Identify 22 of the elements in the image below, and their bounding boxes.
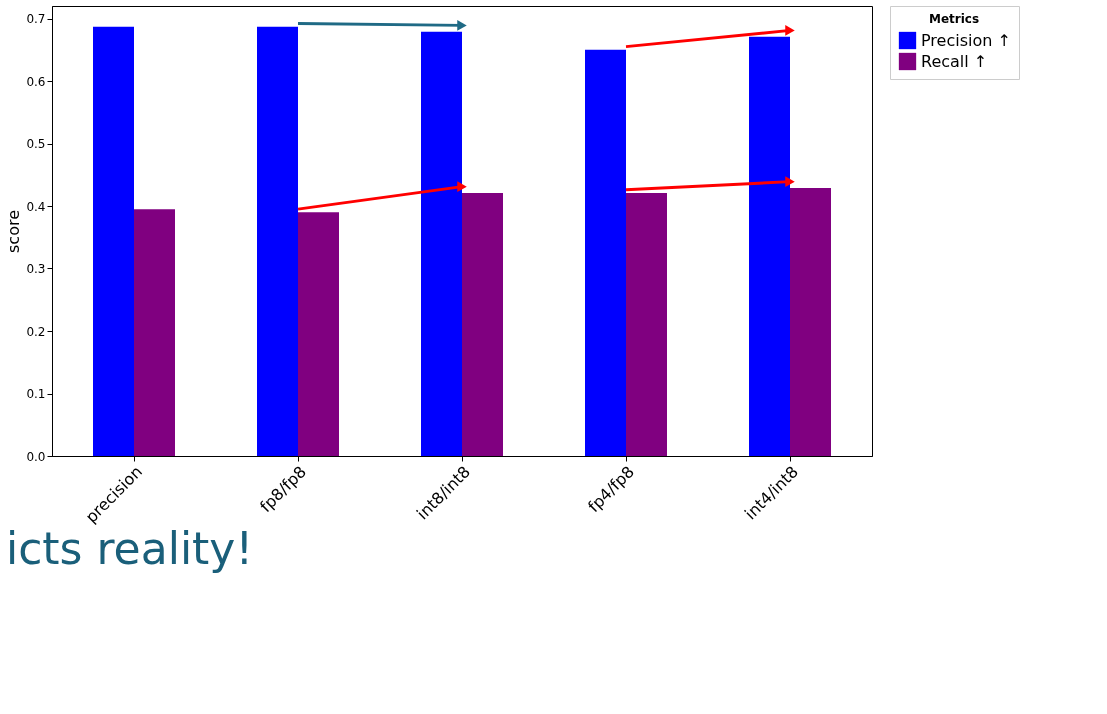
legend-title: Metrics [928, 12, 980, 26]
bar [585, 49, 626, 456]
bar [626, 192, 667, 456]
bar [298, 212, 339, 456]
y-tick-label: 0.7 [26, 12, 46, 26]
bar [421, 31, 462, 456]
bar [93, 26, 134, 456]
bar [790, 187, 831, 456]
bar [462, 192, 503, 456]
y-tick-label: 0.4 [26, 199, 46, 214]
legend-label: Precision ↑ [921, 30, 1011, 50]
y-tick-label: 0.1 [26, 387, 46, 401]
y-tick-label: 0.3 [26, 262, 46, 276]
bar [257, 26, 298, 456]
y-tick-label: 0.5 [26, 137, 46, 151]
bar [749, 36, 790, 456]
y-tick-label: 0.2 [26, 324, 46, 339]
legend-label: Recall ↑ [921, 51, 988, 71]
y-tick-label: 0.0 [26, 449, 46, 464]
y-tick-label: 0.6 [26, 74, 46, 89]
y-axis-title: score [4, 210, 24, 253]
bar [134, 209, 175, 456]
